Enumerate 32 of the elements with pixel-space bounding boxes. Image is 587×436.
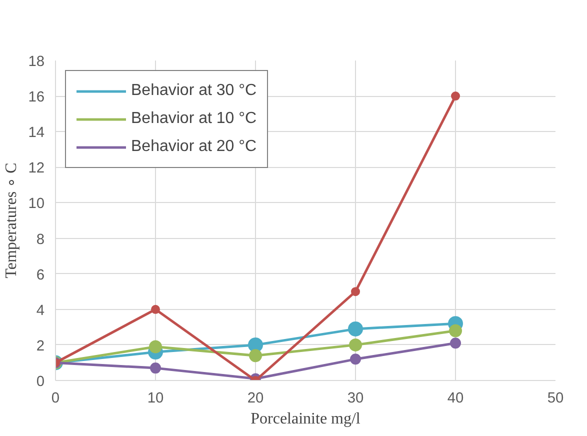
y-tick-label: 16 (28, 90, 45, 106)
point (150, 362, 161, 374)
y-tick-label: 8 (36, 232, 45, 248)
x-tick-label: 20 (247, 390, 264, 406)
point (351, 287, 360, 296)
point (450, 338, 461, 349)
point (149, 340, 162, 354)
point (350, 354, 361, 365)
x-tick-label: 10 (147, 390, 164, 406)
y-tick-label: 18 (28, 54, 45, 70)
y-tick-label: 14 (28, 125, 45, 142)
point (348, 321, 363, 336)
y-tick-label: 2 (36, 338, 45, 354)
y-tick-label: 0 (36, 374, 45, 390)
legend-label: Behavior at 10 °C (131, 110, 257, 128)
y-tick-label: 4 (36, 302, 45, 319)
point (249, 349, 262, 362)
y-tick-label: 10 (28, 196, 45, 212)
x-tick-label: 50 (547, 390, 564, 406)
point (349, 338, 362, 352)
x-tick-label: 30 (347, 390, 364, 406)
legend-label: Behavior at 30 °C (131, 82, 257, 100)
x-tick-label: 40 (447, 390, 464, 406)
legend-label: Behavior at 20 °C (131, 138, 257, 156)
y-axis-title: Temperatures ∘ C (3, 162, 20, 278)
point (449, 324, 462, 338)
y-tick-label: 6 (36, 267, 45, 284)
y-tick-label: 12 (28, 160, 45, 177)
point (451, 92, 460, 101)
x-tick-label: 0 (51, 390, 60, 406)
x-axis-title: Porcelainite mg/l (250, 410, 361, 428)
point (151, 304, 160, 314)
